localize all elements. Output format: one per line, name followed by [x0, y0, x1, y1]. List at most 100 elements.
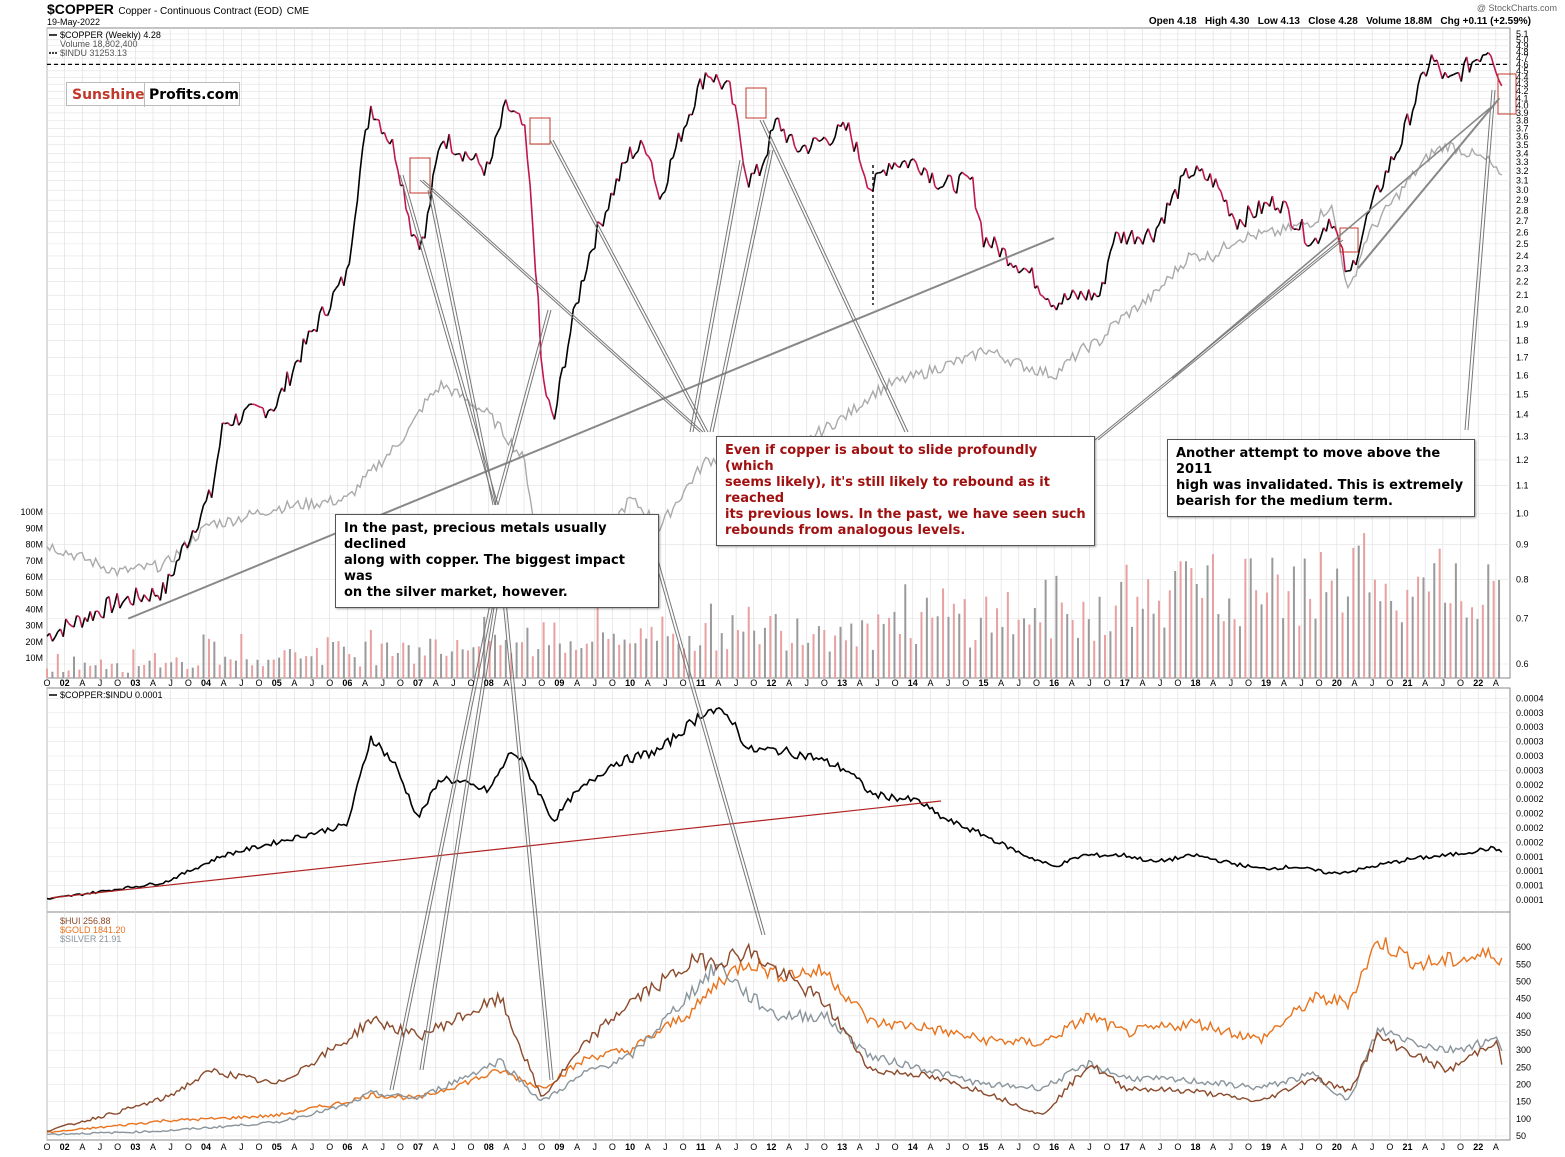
copper-segment	[1349, 259, 1355, 271]
volume-bar	[94, 665, 97, 678]
x-tick-label: A	[1422, 678, 1428, 688]
copper-segment	[278, 387, 283, 396]
x-tick-label: A	[786, 1142, 792, 1152]
copper-segment	[996, 245, 1001, 258]
volume-bar	[353, 657, 356, 678]
volume-bar	[618, 644, 621, 678]
volume-bar	[542, 622, 545, 678]
copper-segment	[491, 137, 496, 157]
x-tick-label: A	[1493, 1142, 1499, 1152]
volume-bar	[990, 632, 993, 678]
copper-segment	[656, 189, 661, 200]
y-tick-label: 550	[1516, 959, 1531, 969]
volume-bar	[121, 672, 124, 678]
copper-segment	[291, 362, 297, 373]
copper-segment	[1239, 218, 1244, 224]
x-tick-label: O	[185, 678, 192, 688]
x-tick-label: 11	[696, 678, 706, 688]
x-tick-label: 12	[766, 678, 776, 688]
connector-line	[419, 179, 701, 433]
copper-segment	[1253, 215, 1257, 219]
copper-segment	[167, 573, 172, 577]
copper-segment	[1285, 201, 1290, 210]
volume-bar	[575, 649, 578, 678]
y-tick-label: 3.0	[1516, 185, 1529, 195]
x-tick-label: J	[239, 1142, 244, 1152]
x-tick-label: 16	[1049, 1142, 1059, 1152]
x-tick-label: A	[998, 678, 1004, 688]
volume-bar	[704, 623, 707, 678]
volume-bar	[261, 666, 264, 678]
x-tick-label: O	[609, 1142, 616, 1152]
x-tick-label: J	[1158, 678, 1163, 688]
volume-bar	[213, 641, 216, 678]
connector-line	[689, 159, 741, 433]
volume-bar	[817, 626, 820, 678]
x-tick-label: J	[451, 1142, 456, 1152]
volume-bar	[1395, 610, 1398, 678]
x-tick-label: 19	[1261, 678, 1271, 688]
copper-segment	[365, 127, 369, 131]
volume-bar	[1427, 591, 1430, 678]
copper-segment	[597, 220, 601, 225]
copper-segment	[1409, 110, 1414, 126]
copper-segment	[237, 421, 242, 426]
x-tick-label: A	[79, 678, 85, 688]
copper-segment	[259, 406, 264, 409]
volume-bar	[726, 649, 729, 678]
logo-part-2: Profits.com	[149, 87, 240, 103]
copper-segment	[1447, 75, 1451, 79]
x-tick-label: J	[98, 1142, 103, 1152]
copper-segment	[737, 120, 742, 143]
copper-segment	[173, 560, 178, 575]
volume-bar	[780, 630, 783, 678]
y-tick-label: 2.0	[1516, 305, 1529, 315]
volume-bar	[191, 667, 194, 678]
copper-segment	[691, 106, 696, 116]
copper-segment	[51, 636, 56, 642]
volume-bar	[429, 638, 432, 678]
y-tick-label: 3.7	[1516, 123, 1529, 133]
copper-segment	[542, 379, 548, 397]
volume-bar	[564, 652, 567, 678]
volume-tick-label: 90M	[25, 523, 43, 533]
y-tick-label: 0.0004	[1516, 693, 1544, 703]
volume-bar	[510, 652, 513, 678]
volume-bar	[1487, 564, 1490, 678]
copper-segment	[605, 208, 609, 213]
copper-segment	[1050, 304, 1055, 308]
copper-segment	[73, 615, 78, 628]
x-tick-label: J	[1299, 1142, 1304, 1152]
volume-bar	[1298, 625, 1301, 678]
x-tick-label: A	[79, 1142, 85, 1152]
copper-segment	[1217, 187, 1222, 193]
copper-segment	[564, 346, 569, 368]
x-tick-label: 04	[201, 678, 211, 688]
copper-segment	[1487, 52, 1492, 57]
copper-segment	[518, 113, 523, 125]
volume-bar	[396, 653, 399, 678]
x-tick-label: O	[962, 1142, 969, 1152]
copper-segment	[205, 489, 210, 501]
x-tick-label: J	[1229, 1142, 1234, 1152]
x-tick-label: O	[1174, 1142, 1181, 1152]
x-tick-label: O	[821, 678, 828, 688]
copper-segment	[685, 114, 691, 125]
y-tick-label: 1.1	[1516, 481, 1529, 491]
copper-segment	[1115, 231, 1119, 235]
copper-segment	[170, 574, 175, 577]
copper-segment	[861, 168, 866, 177]
x-tick-label: J	[380, 1142, 385, 1152]
copper-segment	[1317, 236, 1322, 245]
highlight-box	[529, 117, 551, 145]
volume-bar	[925, 597, 928, 678]
volume-bar	[1077, 637, 1080, 678]
y-tick-label: 500	[1516, 977, 1531, 987]
x-tick-label: O	[326, 678, 333, 688]
connector-line	[399, 174, 496, 506]
copper-segment	[210, 478, 216, 498]
copper-segment	[1225, 200, 1230, 217]
copper-segment	[971, 176, 977, 208]
volume-bar	[1055, 575, 1058, 678]
copper-segment	[1125, 236, 1131, 245]
